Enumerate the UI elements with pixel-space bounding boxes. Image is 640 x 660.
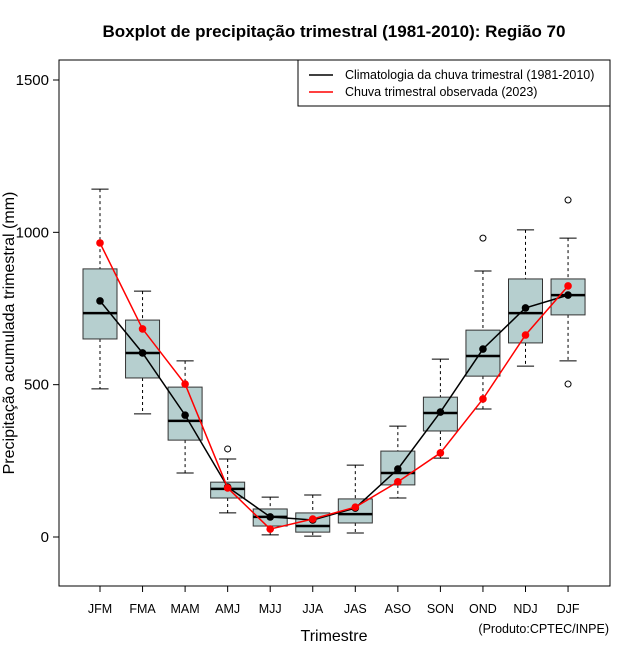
series-point (96, 297, 104, 305)
legend-box (297, 59, 611, 107)
boxes-group (82, 188, 586, 537)
series-point (436, 449, 445, 457)
outlier-point (564, 196, 572, 204)
iqr-box (82, 268, 118, 340)
series-point (138, 349, 147, 357)
x-axis-title: Trimestre (301, 628, 368, 645)
series-point (394, 465, 402, 473)
series-point (96, 239, 104, 247)
series-point (394, 478, 402, 486)
y-tick-label: 1500 (16, 72, 49, 89)
series-observada (96, 239, 572, 533)
x-tick-label: DJF (557, 602, 580, 616)
legend-label-observada: Chuva trimestral observada (2023) (345, 85, 537, 99)
series-point (308, 515, 317, 523)
series-point (181, 411, 189, 419)
x-tick-label: JAS (344, 602, 367, 616)
series-point (181, 380, 189, 388)
series-group (96, 239, 572, 533)
y-tick-label: 0 (41, 529, 49, 546)
series-climatologia (96, 291, 572, 524)
box-jas (337, 464, 373, 534)
x-tick-label: JFM (88, 602, 112, 616)
series-line (99, 294, 569, 521)
x-axis: JFM FMA MAM AMJ MJJ JJA JAS ASO SON OND NDJ DJF (88, 586, 580, 616)
y-axis-title: Precipitação acumulada trimestral (mm) (1, 192, 18, 475)
series-point (351, 503, 360, 511)
box-amj (210, 445, 246, 514)
series-line (99, 242, 569, 530)
series-point (521, 331, 530, 339)
series-point (521, 304, 530, 312)
x-tick-label: AMJ (215, 602, 240, 616)
series-point (138, 325, 147, 333)
outlier-point (479, 234, 487, 242)
legend-label-climatologia: Climatologia da chuva trimestral (1981-2… (345, 68, 594, 82)
box-ndj (508, 229, 543, 367)
x-tick-label: OND (469, 602, 497, 616)
x-tick-label: MAM (171, 602, 200, 616)
outlier-point (224, 445, 232, 453)
outlier-point (564, 380, 572, 388)
y-axis: 0 500 1000 1500 (16, 72, 59, 546)
y-tick-label: 1000 (16, 224, 49, 241)
series-point (266, 525, 275, 533)
x-tick-label: MJJ (259, 602, 282, 616)
x-tick-label: JJA (302, 602, 324, 616)
chart-title: Boxplot de precipitação trimestral (1981… (103, 22, 566, 41)
credit-text: (Produto:CPTEC/INPE) (478, 622, 609, 636)
x-tick-label: ASO (385, 602, 412, 616)
series-point (266, 513, 275, 521)
x-tick-label: SON (427, 602, 454, 616)
series-point (479, 395, 487, 403)
box-ond (465, 234, 501, 410)
box-aso (380, 425, 416, 499)
series-point (564, 291, 572, 299)
box-jfm (82, 188, 118, 390)
series-point (479, 345, 487, 353)
x-tick-label: NDJ (513, 602, 537, 616)
series-point (436, 408, 445, 416)
y-tick-label: 500 (24, 377, 49, 394)
legend: Climatologia da chuva trimestral (1981-2… (297, 59, 611, 107)
series-point (223, 484, 232, 492)
x-tick-label: FMA (129, 602, 156, 616)
series-point (564, 282, 572, 290)
box-son (422, 358, 458, 459)
